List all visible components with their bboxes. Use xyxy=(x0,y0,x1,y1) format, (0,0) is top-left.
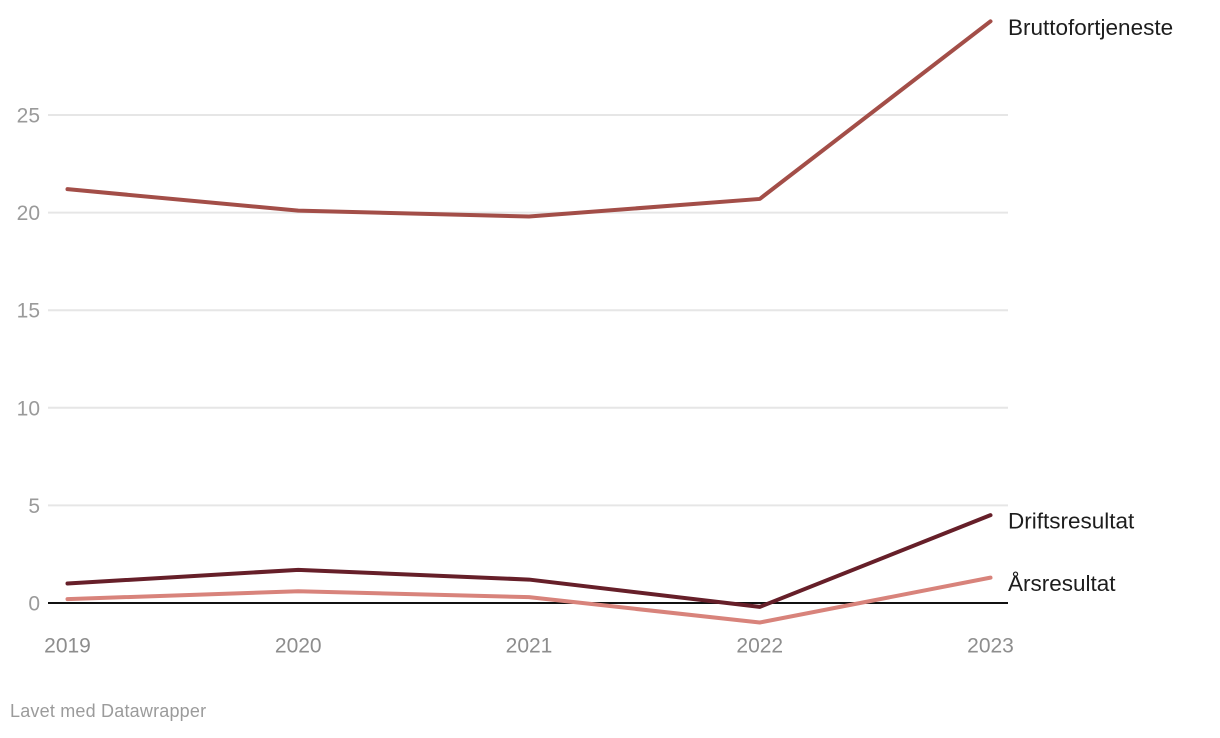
attribution-text: Lavet med Datawrapper xyxy=(10,701,207,721)
y-tick-label: 15 xyxy=(17,300,40,323)
x-tick-label: 2023 xyxy=(967,635,1014,658)
y-tick-label: 5 xyxy=(28,495,40,518)
x-tick-label: 2022 xyxy=(736,635,783,658)
series-label-driftsresultat: Driftsresultat xyxy=(1008,509,1135,534)
y-tick-label: 10 xyxy=(17,397,40,420)
series-label-bruttofortjeneste: Bruttofortjeneste xyxy=(1008,15,1173,40)
x-tick-label: 2021 xyxy=(506,635,553,658)
series-line-bruttofortjeneste xyxy=(65,19,993,219)
x-tick-label: 2019 xyxy=(44,635,91,658)
series-label-årsresultat: Årsresultat xyxy=(1008,571,1116,596)
y-tick-label: 0 xyxy=(28,593,40,616)
series-line-driftsresultat xyxy=(65,513,993,609)
y-tick-label: 25 xyxy=(17,105,40,128)
y-tick-label: 20 xyxy=(17,202,40,225)
x-tick-label: 2020 xyxy=(275,635,322,658)
series-line-årsresultat xyxy=(65,575,993,625)
